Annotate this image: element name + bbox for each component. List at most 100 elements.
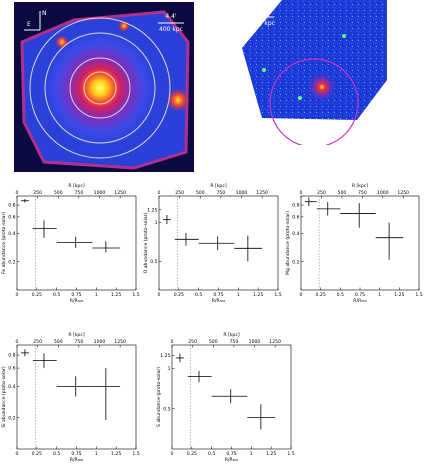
x-tick-label: 1 (378, 292, 381, 298)
x-tick-label: 0.5 (53, 292, 60, 298)
data-point (56, 376, 93, 397)
x-tick-label: 0.75 (355, 292, 365, 298)
data-point (198, 236, 235, 251)
chart-fe: 0 0.25 0.5 0.75 1 1.25 1.5 R/R₅₀₀ 0 250 500 750 1000… (1, 183, 140, 304)
bright-source-right (166, 88, 190, 112)
x-axis-label: R/R₅₀₀ (225, 457, 239, 463)
y-tick-label: 0.5 (163, 406, 170, 412)
top-tick-label: 500 (54, 339, 63, 345)
cluster-emission (40, 28, 160, 148)
top-tick-label: 1000 (236, 190, 248, 196)
x-tick-label: 0.25 (174, 292, 184, 298)
y-tick-label: 0.8 (292, 203, 299, 209)
map2-region-circle (269, 58, 359, 145)
data-point (316, 202, 341, 216)
annulus-2 (69, 57, 131, 119)
top-tick-label: 1000 (377, 190, 389, 196)
top-tick-label: 500 (338, 190, 347, 196)
x-tick-label: 0.75 (226, 451, 236, 457)
annulus-3 (44, 32, 156, 144)
map2-field (242, 0, 387, 120)
top-tick-label: 1000 (94, 339, 106, 345)
x-axis-label: R/R₅₀₀ (70, 457, 84, 463)
top-tick-label: 750 (216, 190, 225, 196)
top-tick-label: 0 (158, 190, 161, 196)
top-tick-label: 500 (196, 190, 205, 196)
xray-map-left-svg: N E 4.4' 400 kpc (14, 2, 194, 172)
data-point (187, 370, 212, 383)
top-tick-label: 1250 (269, 339, 281, 345)
top-tick-label: 0 (16, 339, 19, 345)
data-point (304, 197, 317, 207)
top-tick-label: 750 (229, 339, 238, 345)
top-tick-label: 250 (33, 339, 42, 345)
top-tick-label: 750 (358, 190, 367, 196)
data-point (174, 232, 199, 246)
x-tick-label: 0 (16, 292, 19, 298)
data-point (211, 389, 248, 404)
top-tick-label: 250 (188, 339, 197, 345)
top-axis-label: R [kpc] (352, 183, 369, 189)
x-tick-label: 0.25 (316, 292, 326, 298)
x-tick-label: 1.5 (415, 292, 422, 298)
x-tick-label: 0.75 (213, 292, 223, 298)
top-tick-label: 1250 (397, 190, 409, 196)
y-tick-label: 0.2 (8, 415, 15, 421)
data-point (92, 368, 121, 421)
x-tick-label: 0.25 (32, 292, 42, 298)
x-tick-label: 0.5 (53, 451, 60, 457)
x-tick-label: 0 (158, 292, 161, 298)
data-point (175, 353, 184, 362)
compass-n: N (42, 10, 47, 17)
top-tick-label: 750 (74, 190, 83, 196)
x-tick-label: 0.5 (195, 292, 202, 298)
x-tick-label: 1.5 (132, 451, 139, 457)
top-tick-label: 1250 (114, 190, 126, 196)
y-axis-label: O abundance (proto-solar) (143, 212, 149, 273)
x-tick-label: 0.25 (187, 451, 197, 457)
data-point (32, 220, 57, 238)
x-tick-label: 1 (95, 451, 98, 457)
x-tick-label: 1.25 (394, 292, 404, 298)
y-tick-label: 0.4 (8, 384, 15, 390)
x-tick-label: 1 (95, 292, 98, 298)
top-tick-label: 1000 (94, 190, 106, 196)
y-tick-label: 0.6 (8, 214, 15, 220)
y-tick-label: 0.4 (8, 231, 15, 237)
x-tick-label: 0.5 (208, 451, 215, 457)
x-tick-label: 0 (171, 451, 174, 457)
chart-si: 0 0.25 0.5 0.75 1 1.25 1.5 R/R₅₀₀ 0 250 500 750 1000… (1, 332, 140, 463)
x-tick-label: 0.75 (71, 451, 81, 457)
data-point (375, 222, 404, 260)
x-axis-label: R/R₅₀₀ (353, 298, 367, 304)
y-tick-label: 0.2 (8, 259, 15, 265)
top-tick-label: 250 (317, 190, 326, 196)
x-tick-label: 1.5 (132, 292, 139, 298)
x-tick-label: 0 (300, 292, 303, 298)
top-axis-label: R [kpc] (68, 332, 85, 338)
data-point (234, 235, 263, 262)
xray-map-left: N E 4.4' 400 kpc (14, 2, 194, 172)
map2-source-2 (342, 34, 346, 38)
top-axis-label: R [kpc] (68, 183, 85, 189)
x-tick-label: 1.25 (253, 292, 263, 298)
x-tick-label: 0.5 (337, 292, 344, 298)
data-point (56, 236, 93, 248)
top-tick-label: 1250 (256, 190, 268, 196)
data-point (247, 404, 276, 430)
data-point (20, 349, 29, 357)
map2-scale-arcmin: 4.4' (257, 7, 269, 14)
annulus-1 (83, 71, 117, 105)
xray-map-right: 4.4' 400 kpc (242, 0, 387, 145)
x-tick-label: 0.25 (32, 451, 42, 457)
x-tick-label: 1 (237, 292, 240, 298)
y-tick-label: 1.25 (160, 353, 170, 359)
map2-scale-kpc: 400 kpc (251, 20, 275, 27)
x-tick-label: 0.75 (71, 292, 81, 298)
x-tick-label: 1.25 (266, 451, 276, 457)
top-tick-label: 500 (209, 339, 218, 345)
y-tick-label: 0.2 (292, 259, 299, 265)
top-tick-label: 250 (175, 190, 184, 196)
top-tick-label: 250 (33, 190, 42, 196)
y-tick-label: 1 (168, 366, 171, 372)
